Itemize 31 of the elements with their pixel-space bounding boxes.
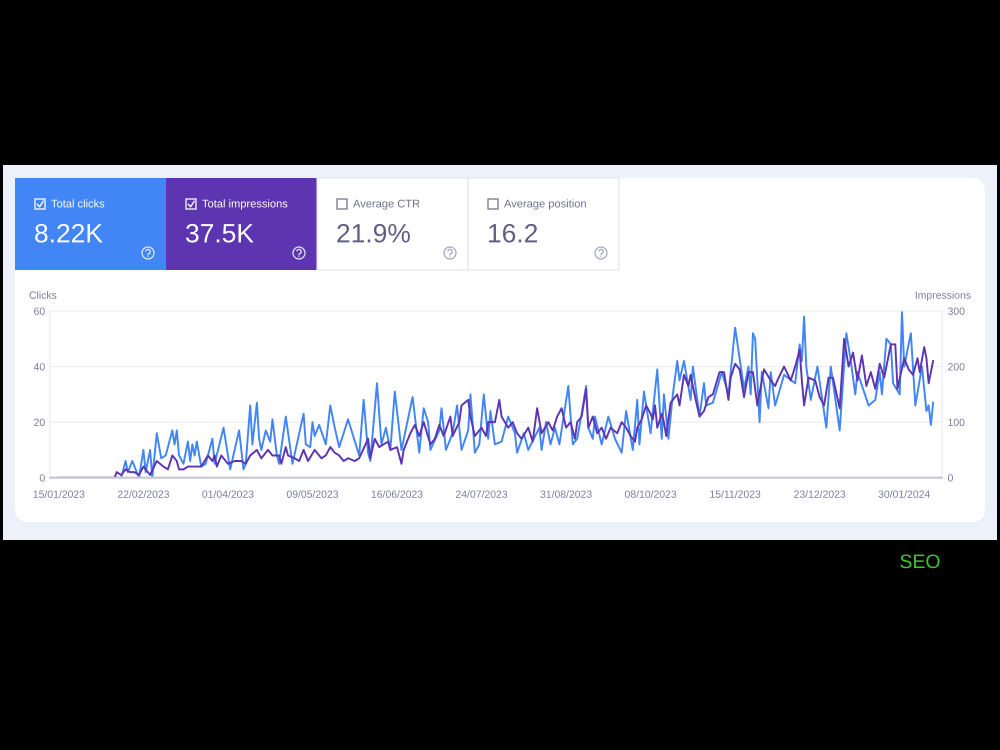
text: 8.22K <box>35 224 103 243</box>
y2-axis-title: Impressions <box>916 291 971 301</box>
x-tick-label: 15/01/2023 <box>34 490 85 498</box>
line-series <box>58 338 934 478</box>
y-tick-label: 0 <box>40 474 45 482</box>
x-tick-label: 31/08/2023 <box>540 490 592 498</box>
y-tick-label: 40 <box>34 363 45 370</box>
x-tick-label: 09/05/2023 <box>286 490 338 498</box>
legend-label: Total impressions <box>202 199 288 210</box>
x-tick-label: 24/07/2023 <box>456 490 508 498</box>
y2-tick-label: 100 <box>948 418 965 426</box>
legend-label: Total clicks <box>51 199 104 208</box>
text: Average CTR <box>353 200 420 210</box>
text: SEO <box>900 554 940 568</box>
x-tick-label: 01/04/2023 <box>202 490 254 498</box>
x-tick-label: 22/02/2023 <box>118 490 170 498</box>
x-tick-label: 15/11/2023 <box>710 490 760 498</box>
x-tick-label: 30/01/2024 <box>878 490 930 498</box>
y2-tick-label: 200 <box>948 363 965 370</box>
text: Average position <box>504 199 586 210</box>
y2-tick-label: 300 <box>948 308 965 315</box>
y-axis-title: Clicks <box>30 291 56 299</box>
x-tick-label: 08/10/2023 <box>624 490 676 498</box>
text: 21.9% <box>337 224 410 243</box>
y2-tick-label: 0 <box>948 474 953 482</box>
y-tick-label: 20 <box>34 418 45 426</box>
x-tick-label: 16/06/2023 <box>372 490 423 498</box>
x-tick-label: 23/12/2023 <box>794 490 846 498</box>
text: 37.5K <box>186 224 254 243</box>
y-tick-label: 60 <box>34 308 45 315</box>
text: 16.2 <box>489 224 538 243</box>
